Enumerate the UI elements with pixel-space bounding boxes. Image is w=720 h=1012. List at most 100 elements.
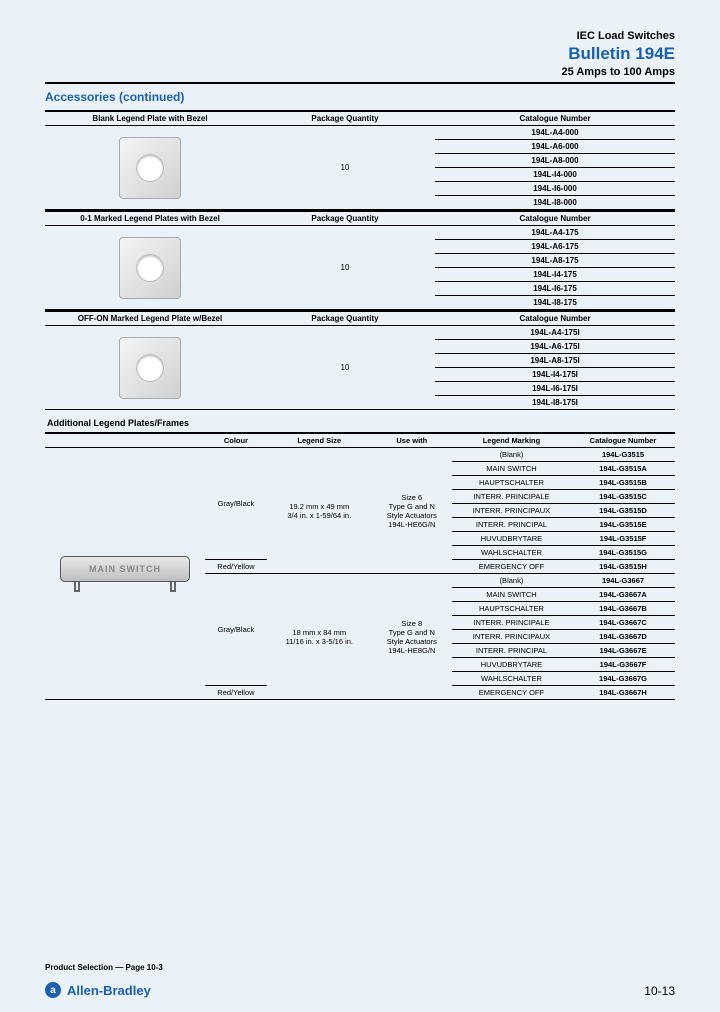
t1-h2: Package Quantity [255, 211, 435, 226]
catnum-cell: 194L-G3515H [571, 560, 675, 574]
catnum-cell: 194L-G3515B [571, 476, 675, 490]
marking-cell: INTERR. PRINCIPALE [452, 616, 571, 630]
brand-icon: a [45, 982, 61, 998]
marking-cell: INTERR. PRINCIPAUX [452, 504, 571, 518]
catnum-cell: 194L-G3667C [571, 616, 675, 630]
catnum-cell: 194L-I8-175 [435, 296, 675, 310]
mainswitch-graphic: MAIN SWITCH [60, 556, 190, 592]
t2-h-colour: Colour [205, 433, 267, 448]
catnum-cell: 194L-G3515F [571, 532, 675, 546]
brand-logo: a Allen-Bradley [45, 982, 151, 998]
catnum-cell: 194L-I8-000 [435, 196, 675, 210]
header-bulletin: Bulletin 194E [45, 44, 675, 64]
t1-h2: Package Quantity [255, 311, 435, 326]
additional-plates-table: Colour Legend Size Use with Legend Marki… [45, 432, 675, 700]
catnum-cell: 194L-G3667F [571, 658, 675, 672]
marking-cell: WAHLSCHALTER [452, 672, 571, 686]
t1-h1: 0-1 Marked Legend Plates with Bezel [45, 211, 255, 226]
plate-icon [119, 337, 181, 399]
header-amps: 25 Amps to 100 Amps [45, 66, 675, 78]
catnum-cell: 194L-G3667G [571, 672, 675, 686]
marking-cell: HAUPTSCHALTER [452, 476, 571, 490]
marking-cell: HUVUDBRYTARE [452, 658, 571, 672]
marking-cell: INTERR. PRINCIPAL [452, 644, 571, 658]
legend-table: OFF-ON Marked Legend Plate w/BezelPackag… [45, 310, 675, 410]
size-cell: 19.2 mm x 49 mm3/4 in. x 1-59/64 in. [267, 448, 372, 574]
t1-h1: OFF-ON Marked Legend Plate w/Bezel [45, 311, 255, 326]
marking-cell: (Blank) [452, 574, 571, 588]
page-header: IEC Load Switches Bulletin 194E 25 Amps … [45, 30, 675, 78]
legend-table: 0-1 Marked Legend Plates with BezelPacka… [45, 210, 675, 310]
plate-image-cell [45, 226, 255, 310]
colour-cell: Gray/Black [205, 574, 267, 686]
marking-cell: WAHLSCHALTER [452, 546, 571, 560]
qty-cell: 10 [255, 226, 435, 310]
qty-cell: 10 [255, 326, 435, 410]
colour-cell: Gray/Black [205, 448, 267, 560]
catnum-cell: 194L-A8-175 [435, 254, 675, 268]
catnum-cell: 194L-G3515D [571, 504, 675, 518]
catnum-cell: 194L-G3667H [571, 686, 675, 700]
t1-h2: Package Quantity [255, 111, 435, 126]
catnum-cell: 194L-G3667 [571, 574, 675, 588]
footer-note: Product Selection — Page 10-3 [45, 963, 163, 972]
catnum-cell: 194L-G3515 [571, 448, 675, 462]
marking-cell: (Blank) [452, 448, 571, 462]
legend-tables: Blank Legend Plate with BezelPackage Qua… [45, 110, 675, 410]
marking-cell: INTERR. PRINCIPALE [452, 490, 571, 504]
t1-h1: Blank Legend Plate with Bezel [45, 111, 255, 126]
usewith-cell: Size 8Type G and NStyle Actuators194L-HE… [372, 574, 452, 700]
t2-imgcol [45, 433, 205, 448]
plate-icon [119, 137, 181, 199]
section-title: Accessories (continued) [45, 90, 675, 104]
qty-cell: 10 [255, 126, 435, 210]
catnum-cell: 194L-A4-000 [435, 126, 675, 140]
catnum-cell: 194L-A4-175I [435, 326, 675, 340]
mainswitch-plate: MAIN SWITCH [60, 556, 190, 582]
size-cell: 18 mm x 84 mm11/16 in. x 3-5/16 in. [267, 574, 372, 700]
plate-icon [119, 237, 181, 299]
t1-h3: Catalogue Number [435, 311, 675, 326]
catnum-cell: 194L-A6-175I [435, 340, 675, 354]
marking-cell: MAIN SWITCH [452, 462, 571, 476]
catnum-cell: 194L-I4-000 [435, 168, 675, 182]
t1-h3: Catalogue Number [435, 111, 675, 126]
t2-h-catnum: Catalogue Number [571, 433, 675, 448]
colour-cell2: Red/Yellow [205, 560, 267, 574]
catnum-cell: 194L-G3515G [571, 546, 675, 560]
catnum-cell: 194L-G3667A [571, 588, 675, 602]
catnum-cell: 194L-A8-000 [435, 154, 675, 168]
catnum-cell: 194L-G3667D [571, 630, 675, 644]
catnum-cell: 194L-I6-175 [435, 282, 675, 296]
catnum-cell: 194L-I4-175I [435, 368, 675, 382]
usewith-cell: Size 6Type G and NStyle Actuators194L-HE… [372, 448, 452, 574]
catnum-cell: 194L-G3667B [571, 602, 675, 616]
catnum-cell: 194L-I4-175 [435, 268, 675, 282]
colour-cell2: Red/Yellow [205, 686, 267, 700]
catnum-cell: 194L-G3515E [571, 518, 675, 532]
catnum-cell: 194L-G3515C [571, 490, 675, 504]
catnum-cell: 194L-I6-000 [435, 182, 675, 196]
t2-h-marking: Legend Marking [452, 433, 571, 448]
header-rule [45, 82, 675, 84]
catnum-cell: 194L-G3515A [571, 462, 675, 476]
catnum-cell: 194L-A6-000 [435, 140, 675, 154]
marking-cell: INTERR. PRINCIPAL [452, 518, 571, 532]
subsection-title: Additional Legend Plates/Frames [47, 418, 675, 428]
marking-cell: EMERGENCY OFF [452, 560, 571, 574]
catnum-cell: 194L-G3667E [571, 644, 675, 658]
catnum-cell: 194L-A8-175I [435, 354, 675, 368]
t2-h-use: Use with [372, 433, 452, 448]
catnum-cell: 194L-A4-175 [435, 226, 675, 240]
catnum-cell: 194L-A6-175 [435, 240, 675, 254]
brand-text: Allen-Bradley [67, 983, 151, 998]
table-bottom-rule [45, 700, 675, 701]
marking-cell: MAIN SWITCH [452, 588, 571, 602]
marking-cell: HAUPTSCHALTER [452, 602, 571, 616]
legend-table: Blank Legend Plate with BezelPackage Qua… [45, 110, 675, 210]
page-number: 10-13 [644, 984, 675, 998]
marking-cell: EMERGENCY OFF [452, 686, 571, 700]
plate-image-cell [45, 326, 255, 410]
mainswitch-image-cell: MAIN SWITCH [45, 448, 205, 700]
header-category: IEC Load Switches [45, 30, 675, 42]
